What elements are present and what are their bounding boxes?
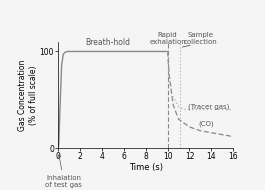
Text: Inhalation
of test gas: Inhalation of test gas bbox=[45, 155, 82, 188]
Text: Sample
collection: Sample collection bbox=[184, 32, 217, 45]
X-axis label: Time (s): Time (s) bbox=[129, 163, 163, 172]
Text: (CO): (CO) bbox=[198, 121, 214, 127]
Text: (Tracer gas): (Tracer gas) bbox=[188, 103, 230, 110]
Text: Breath-hold: Breath-hold bbox=[85, 38, 130, 47]
Text: Rapid
exhalation: Rapid exhalation bbox=[149, 32, 186, 45]
Y-axis label: Gas Concentration
(% of full scale): Gas Concentration (% of full scale) bbox=[18, 59, 38, 131]
